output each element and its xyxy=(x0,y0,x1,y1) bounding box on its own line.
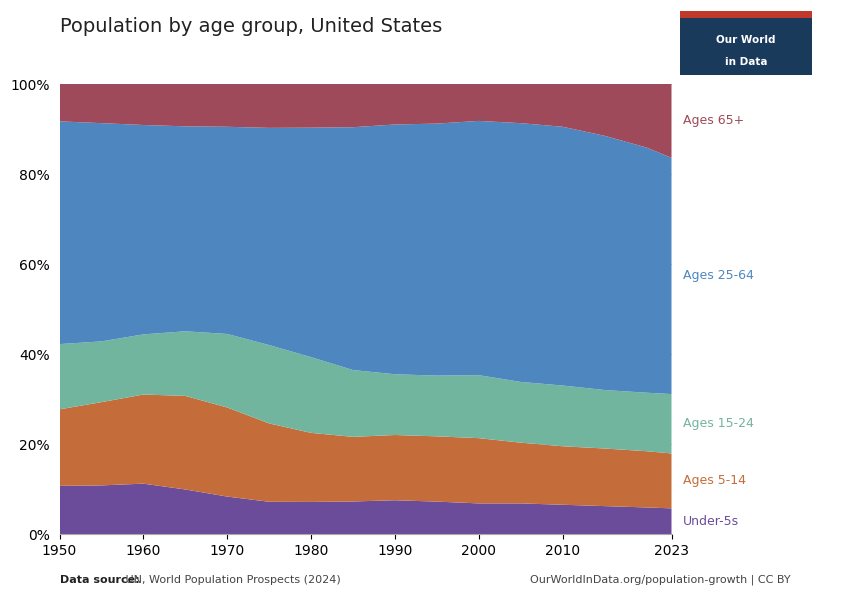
Text: OurWorldInData.org/population-growth | CC BY: OurWorldInData.org/population-growth | C… xyxy=(530,575,790,585)
Text: Ages 15-24: Ages 15-24 xyxy=(683,417,753,430)
Text: UN, World Population Prospects (2024): UN, World Population Prospects (2024) xyxy=(122,575,340,585)
Text: Ages 5-14: Ages 5-14 xyxy=(683,475,745,487)
Text: Under-5s: Under-5s xyxy=(683,515,739,527)
Text: Ages 25-64: Ages 25-64 xyxy=(683,269,753,283)
Text: in Data: in Data xyxy=(724,58,767,67)
Text: Our World: Our World xyxy=(716,35,775,44)
Text: Data source:: Data source: xyxy=(60,575,139,585)
Text: Ages 65+: Ages 65+ xyxy=(683,115,744,127)
Text: Population by age group, United States: Population by age group, United States xyxy=(60,17,442,36)
